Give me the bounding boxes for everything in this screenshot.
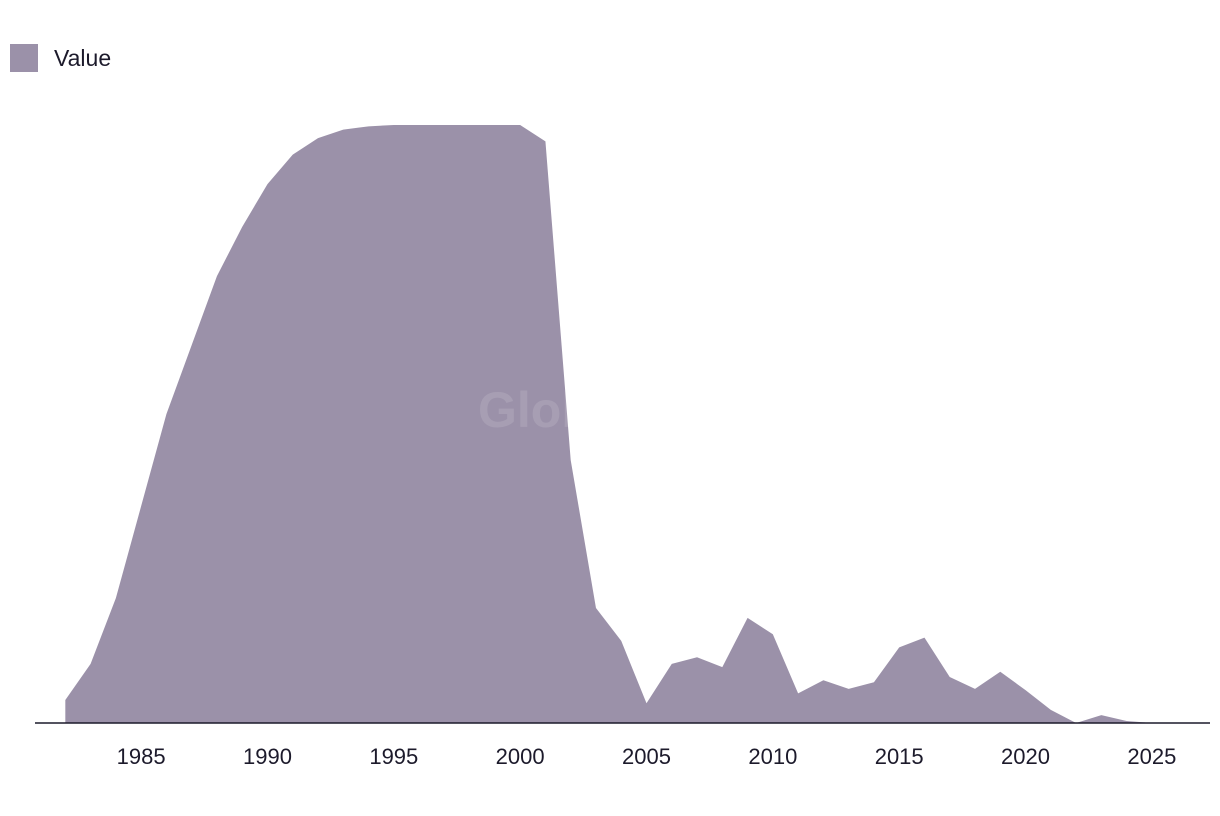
x-tick-label: 2025 — [1127, 744, 1176, 769]
x-tick-label: 2015 — [875, 744, 924, 769]
legend-swatch — [10, 44, 38, 72]
x-tick-label: 1995 — [369, 744, 418, 769]
x-tick-label: 2005 — [622, 744, 671, 769]
plot-area — [65, 125, 1203, 723]
x-tick-label: 2010 — [748, 744, 797, 769]
x-tick-label: 1985 — [117, 744, 166, 769]
x-axis-ticks: 1985 1990 1995 2000 2005 2010 2015 2020 2025 — [117, 744, 1177, 769]
x-tick-label: 2000 — [496, 744, 545, 769]
watermark: GlobalData — [478, 382, 743, 438]
legend: Value — [10, 44, 111, 72]
x-tick-label: 1990 — [243, 744, 292, 769]
area-series-1 — [65, 125, 1203, 723]
legend-label: Value — [54, 44, 112, 71]
x-tick-label: 2020 — [1001, 744, 1050, 769]
